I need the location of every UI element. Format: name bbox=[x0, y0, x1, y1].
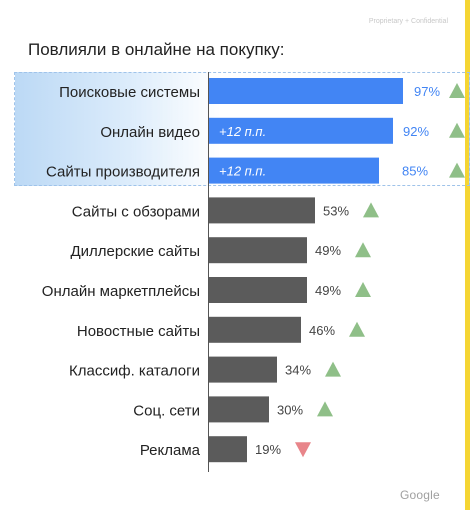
trend-up-icon bbox=[325, 361, 341, 377]
category-label: Реклама bbox=[140, 442, 201, 459]
bar-annotation: +12 п.п. bbox=[219, 124, 266, 139]
confidential-label: Proprietary + Confidential bbox=[368, 18, 448, 25]
category-label: Сайты с обзорами bbox=[72, 203, 200, 220]
value-label: 97% bbox=[414, 84, 440, 99]
trend-up-icon bbox=[449, 122, 465, 138]
value-label: 34% bbox=[285, 363, 311, 378]
bar bbox=[209, 436, 247, 463]
value-label: 49% bbox=[315, 283, 341, 298]
bar bbox=[209, 78, 403, 104]
chart-title: Повлияли в онлайне на покупку: bbox=[28, 40, 285, 59]
bar bbox=[209, 356, 277, 383]
value-label: 85% bbox=[402, 164, 428, 179]
y-axis-line bbox=[208, 72, 209, 472]
trend-up-icon bbox=[355, 242, 371, 258]
trend-up-icon bbox=[449, 83, 465, 98]
bar bbox=[209, 117, 393, 144]
bar-annotation: +12 п.п. bbox=[219, 164, 266, 179]
value-label: 49% bbox=[315, 243, 341, 258]
category-label: Онлайн маркетплейсы bbox=[42, 283, 200, 300]
trend-down-icon bbox=[295, 442, 311, 458]
trend-up-icon bbox=[349, 321, 365, 337]
bar bbox=[209, 277, 307, 303]
bar bbox=[209, 237, 307, 264]
value-label: 53% bbox=[323, 203, 349, 218]
value-label: 30% bbox=[277, 402, 303, 417]
category-label: Классиф. каталоги bbox=[69, 363, 200, 380]
category-label: Соц. сети bbox=[133, 402, 200, 419]
category-label: Диллерские сайты bbox=[70, 243, 200, 260]
value-label: 19% bbox=[255, 442, 281, 457]
category-label: Новостные сайты bbox=[77, 323, 200, 340]
trend-up-icon bbox=[317, 401, 333, 417]
trend-up-icon bbox=[355, 282, 371, 297]
accent-bar bbox=[465, 0, 470, 510]
bar bbox=[209, 157, 379, 184]
bar bbox=[209, 396, 269, 423]
category-label: Онлайн видео bbox=[100, 124, 200, 141]
category-label: Поисковые системы bbox=[59, 84, 200, 101]
category-label: Сайты производителя bbox=[46, 164, 200, 181]
trend-up-icon bbox=[449, 162, 465, 178]
value-label: 92% bbox=[403, 124, 429, 139]
value-label: 46% bbox=[309, 323, 335, 338]
bar bbox=[209, 197, 315, 224]
bar bbox=[209, 316, 301, 343]
google-logo: Google bbox=[400, 488, 440, 502]
trend-up-icon bbox=[363, 202, 379, 218]
